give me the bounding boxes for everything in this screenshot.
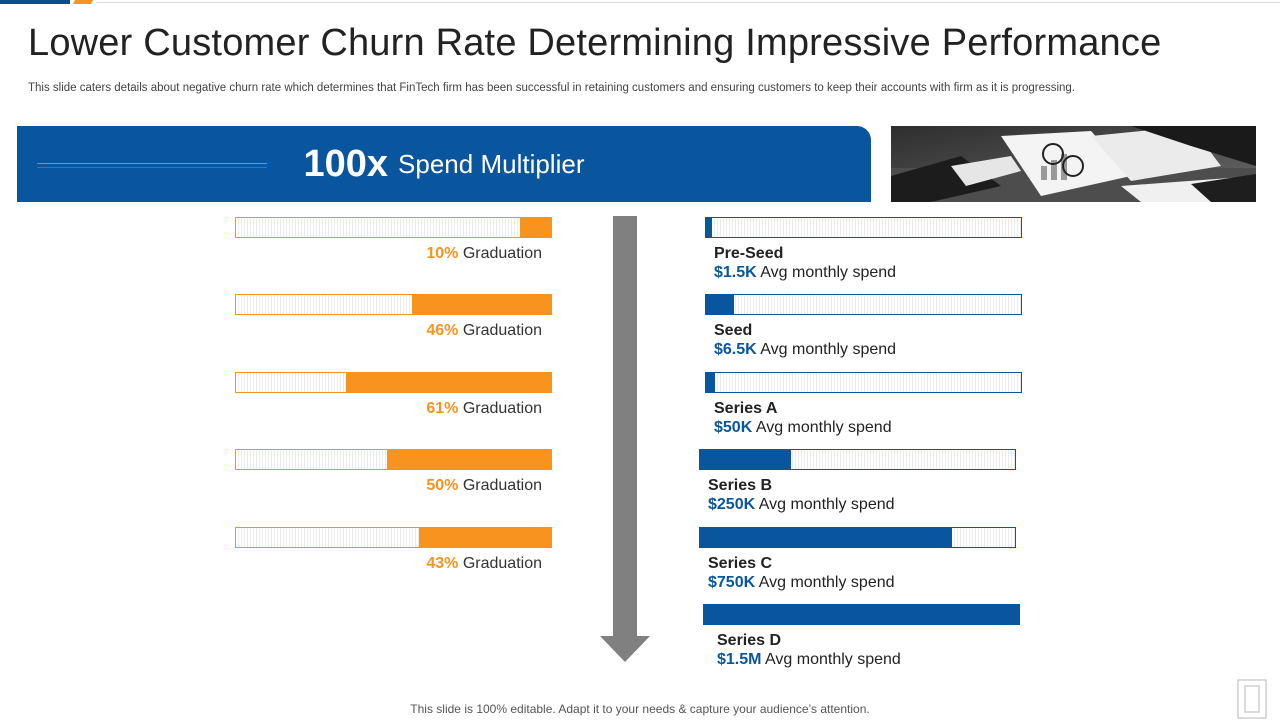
slide-subtitle: This slide caters details about negative… — [28, 82, 1075, 94]
graduation-percent: 10% — [426, 245, 459, 262]
stage-bar — [703, 604, 1020, 625]
stage-name: Pre-Seed — [714, 245, 784, 262]
top-accent-orange — [72, 0, 94, 4]
business-meeting-photo — [891, 126, 1256, 202]
graduation-bar-fill — [412, 295, 551, 314]
slide-title: Lower Customer Churn Rate Determining Im… — [28, 22, 1162, 64]
stage-suffix: Avg monthly spend — [758, 496, 895, 513]
graduation-text: Graduation — [462, 400, 542, 417]
stage-amount: $250K — [708, 496, 756, 513]
stage-suffix: Avg monthly spend — [765, 651, 901, 668]
spend-multiplier-banner: 100x Spend Multiplier — [17, 126, 871, 202]
graduation-bar-fill — [346, 373, 551, 392]
stage-bar — [699, 527, 1016, 548]
graduation-bar — [235, 372, 552, 393]
multiplier-label: Spend Multiplier — [398, 148, 585, 179]
graduation-label: 61% Graduation — [222, 400, 542, 418]
stage-label: Seed $6.5K Avg monthly spend — [714, 321, 896, 359]
stage-bar-fill — [700, 450, 792, 469]
stage-suffix: Avg monthly spend — [758, 574, 895, 591]
banner-decoration — [37, 163, 267, 164]
stage-bar — [705, 294, 1022, 315]
banner-text: 100x Spend Multiplier — [17, 126, 871, 202]
stage-name: Series B — [708, 477, 773, 494]
graduation-bar — [235, 449, 552, 470]
stage-bar — [705, 372, 1022, 393]
stage-name: Series D — [717, 632, 782, 649]
stage-bar-fill — [706, 373, 716, 392]
graduation-bar — [235, 217, 552, 238]
graduation-percent: 61% — [426, 400, 459, 417]
stage-label: Series D $1.5M Avg monthly spend — [717, 631, 901, 669]
down-arrow-icon — [600, 216, 650, 662]
stage-label: Series B $250K Avg monthly spend — [708, 476, 895, 514]
graduation-label: 43% Graduation — [222, 555, 542, 573]
graduation-percent: 46% — [426, 322, 459, 339]
graduation-text: Graduation — [462, 322, 542, 339]
stage-amount: $1.5M — [717, 651, 762, 668]
stage-label: Series A $50K Avg monthly spend — [714, 399, 892, 437]
stage-amount: $1.5K — [714, 264, 757, 281]
stage-label: Series C $750K Avg monthly spend — [708, 554, 895, 592]
stage-amount: $50K — [714, 419, 753, 436]
stage-bar-fill — [706, 218, 713, 237]
stage-amount: $750K — [708, 574, 756, 591]
stage-bar-fill — [704, 605, 1019, 624]
graduation-text: Graduation — [462, 555, 542, 572]
top-accent-blue — [0, 0, 70, 4]
graduation-percent: 43% — [426, 555, 459, 572]
stage-name: Series A — [714, 400, 778, 417]
slide-footer: This slide is 100% editable. Adapt it to… — [410, 702, 870, 716]
graduation-label: 50% Graduation — [222, 477, 542, 495]
stage-name: Series C — [708, 555, 773, 572]
bookmark-icon — [1237, 679, 1267, 719]
top-accent-line — [96, 2, 1280, 3]
graduation-text: Graduation — [462, 477, 542, 494]
graduation-label: 10% Graduation — [222, 245, 542, 263]
stage-bar-fill — [700, 528, 952, 547]
banner-decoration — [37, 167, 267, 168]
multiplier-value: 100x — [303, 142, 389, 185]
graduation-bar — [235, 527, 552, 548]
photo-illustration — [891, 126, 1256, 202]
stage-suffix: Avg monthly spend — [760, 264, 897, 281]
top-accent — [0, 0, 1280, 4]
stage-suffix: Avg monthly spend — [760, 341, 897, 358]
stage-name: Seed — [714, 322, 753, 339]
stage-suffix: Avg monthly spend — [755, 419, 892, 436]
graduation-percent: 50% — [426, 477, 459, 494]
stage-bar — [699, 449, 1016, 470]
graduation-bar-fill — [387, 450, 551, 469]
graduation-label: 46% Graduation — [222, 322, 542, 340]
graduation-bar-fill — [418, 528, 551, 547]
graduation-text: Graduation — [462, 245, 542, 262]
stage-label: Pre-Seed $1.5K Avg monthly spend — [714, 244, 896, 282]
stage-amount: $6.5K — [714, 341, 757, 358]
stage-bar-fill — [706, 295, 735, 314]
graduation-bar-fill — [519, 218, 551, 237]
stage-bar — [705, 217, 1022, 238]
graduation-bar — [235, 294, 552, 315]
